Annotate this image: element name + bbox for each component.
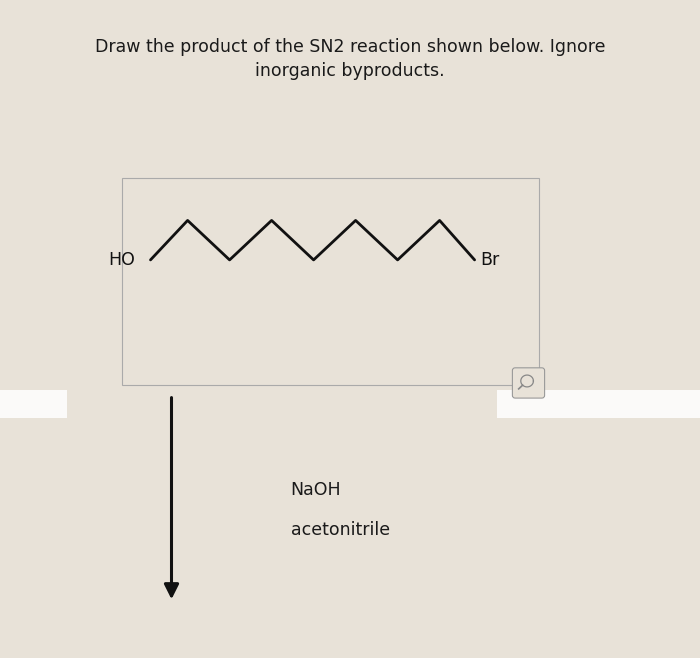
- Bar: [122, 178, 539, 385]
- Text: Draw the product of the SN2 reaction shown below. Ignore: Draw the product of the SN2 reaction sho…: [94, 38, 606, 57]
- Bar: [0, 390, 66, 418]
- Text: inorganic byproducts.: inorganic byproducts.: [256, 62, 444, 80]
- Bar: [497, 390, 700, 418]
- Text: acetonitrile: acetonitrile: [290, 520, 390, 539]
- Text: NaOH: NaOH: [290, 481, 341, 499]
- FancyBboxPatch shape: [512, 368, 545, 398]
- Text: HO: HO: [108, 251, 135, 269]
- Text: Br: Br: [480, 251, 500, 269]
